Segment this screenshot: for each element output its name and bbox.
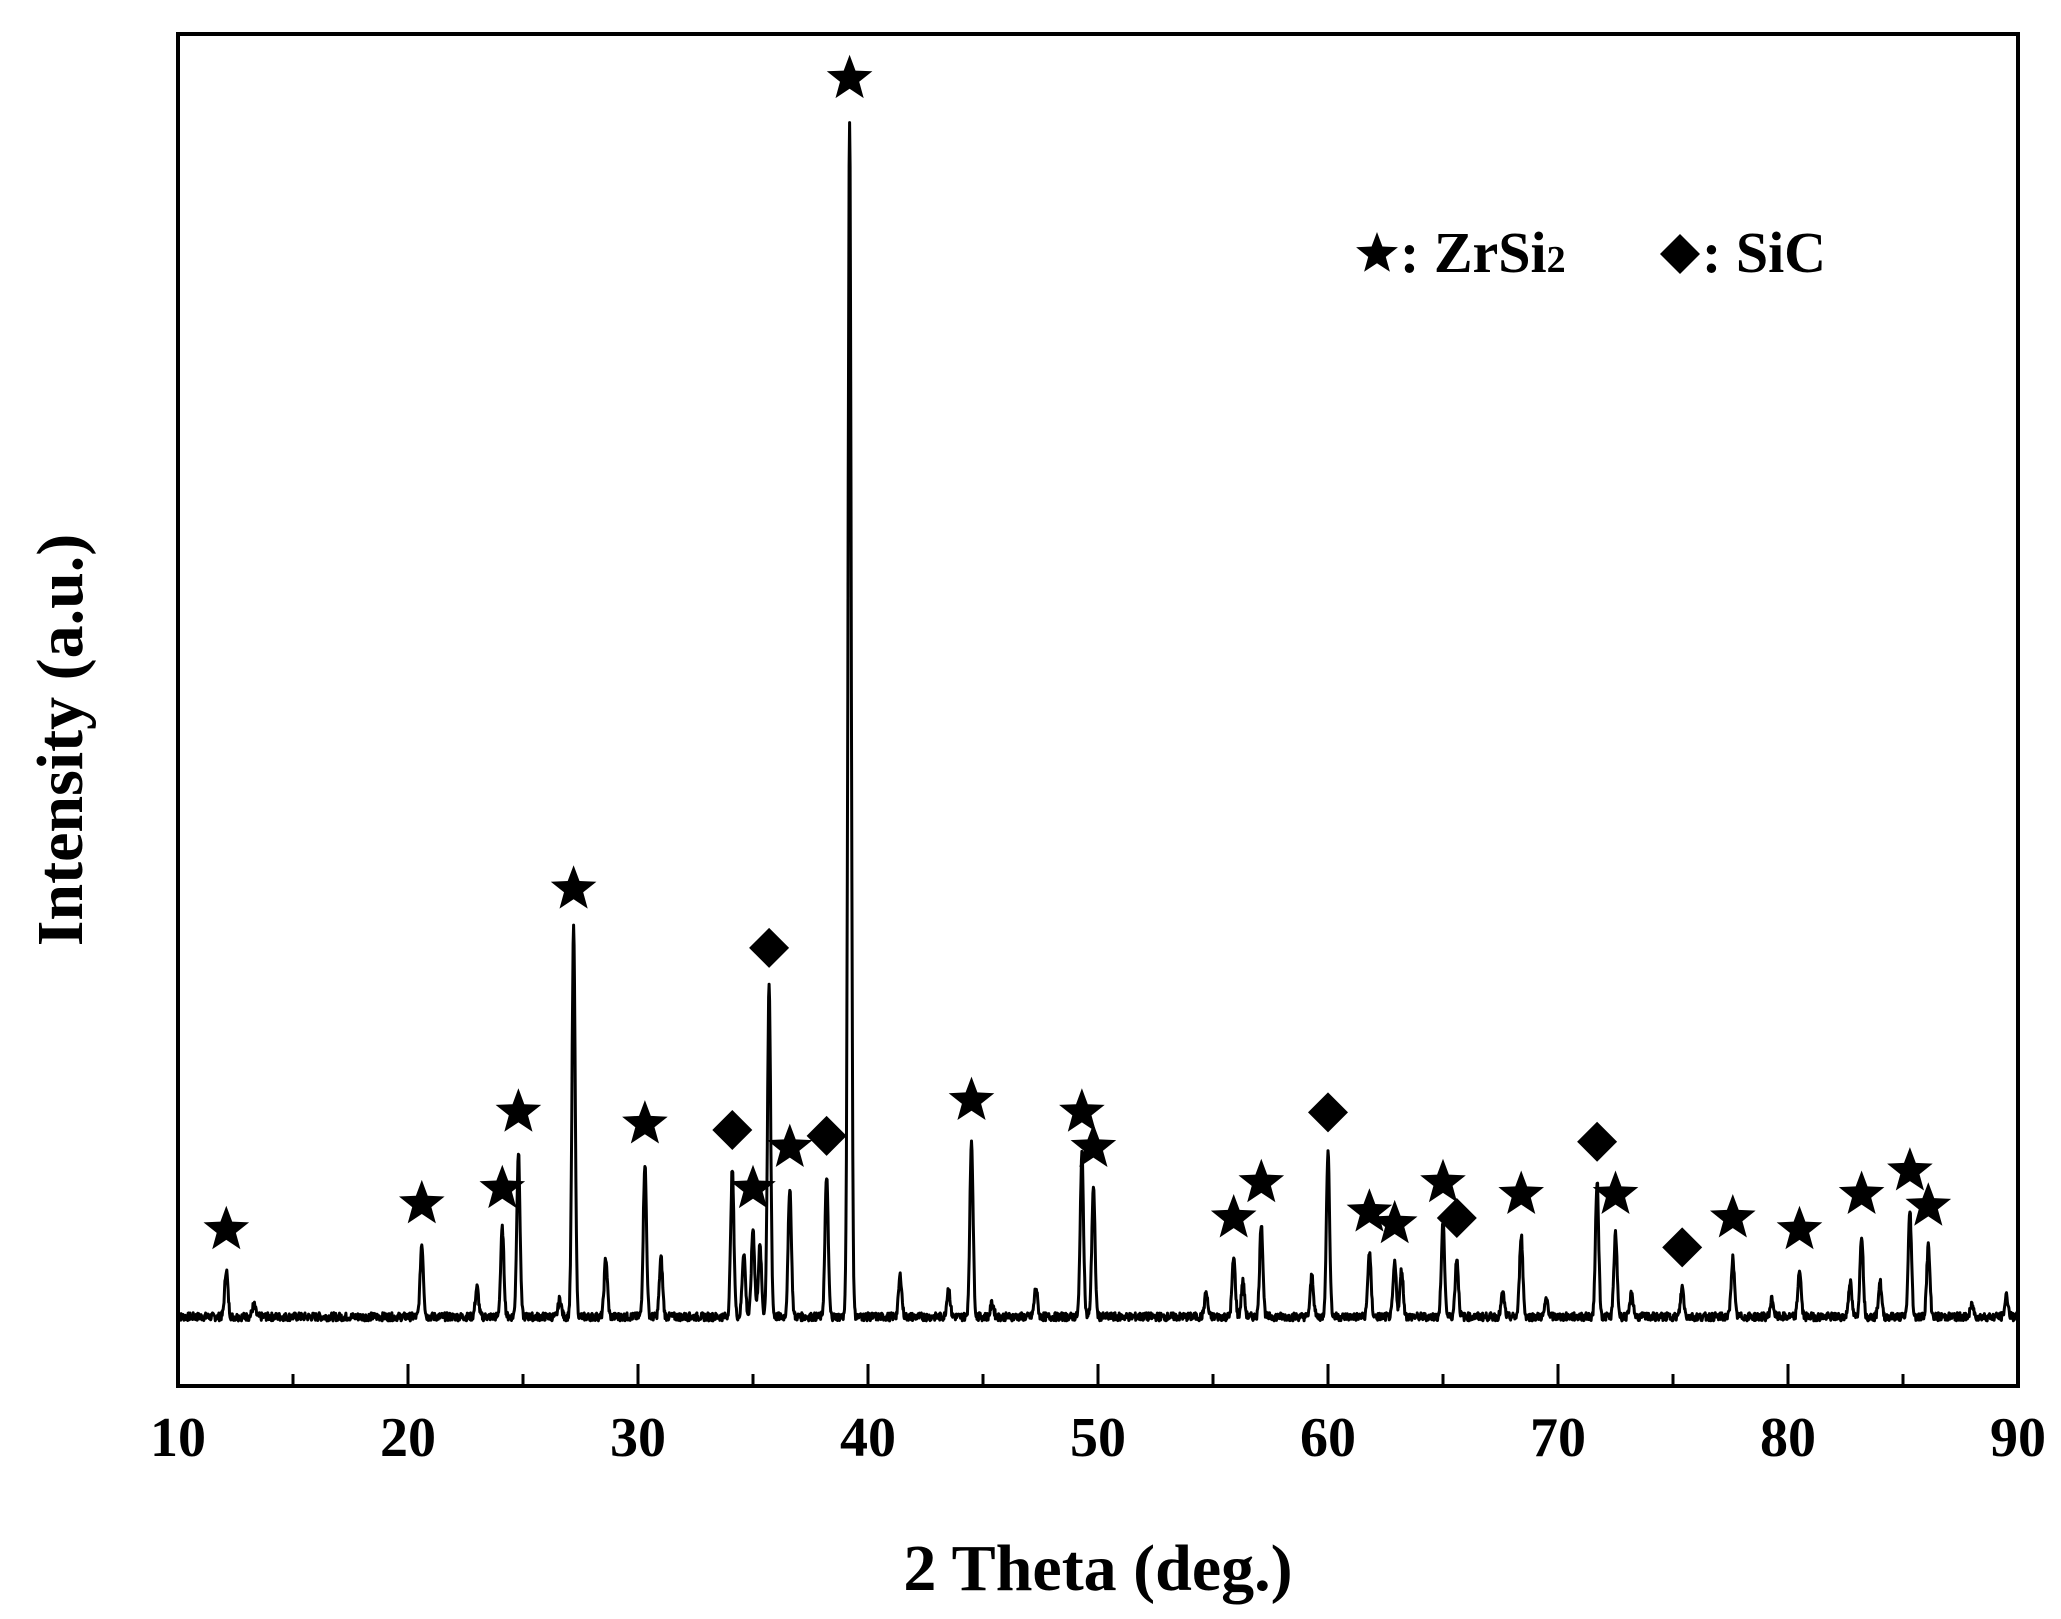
zrsi2-star-marker xyxy=(826,54,873,99)
x-axis-ticks xyxy=(176,1364,2020,1386)
zrsi2-star-marker xyxy=(622,1100,668,1144)
x-tick-label: 40 xyxy=(840,1407,896,1469)
zrsi2-star-marker xyxy=(1238,1158,1285,1203)
legend-sic-label: : SiC xyxy=(1702,220,1826,285)
zrsi2-star-marker xyxy=(479,1164,526,1209)
legend-zrsi2-subscript: 2 xyxy=(1547,239,1566,281)
sic-diamond-marker xyxy=(1577,1121,1618,1162)
zrsi2-star-marker xyxy=(1887,1147,1933,1191)
zrsi2-star-marker xyxy=(730,1164,776,1209)
legend-diamond-icon xyxy=(1660,234,1700,274)
x-tick-label: 60 xyxy=(1300,1407,1356,1469)
x-axis-title: 2 Theta (deg.) xyxy=(903,1532,1292,1605)
zrsi2-star-marker xyxy=(948,1076,995,1120)
zrsi2-star-marker xyxy=(550,865,597,909)
sic-diamond-marker xyxy=(1436,1198,1477,1239)
zrsi2-star-marker xyxy=(1776,1205,1823,1250)
zrsi2-star-marker xyxy=(1592,1170,1639,1214)
peak-markers xyxy=(203,54,1952,1268)
zrsi2-star-marker xyxy=(767,1123,813,1167)
zrsi2-star-marker xyxy=(1070,1123,1117,1167)
legend: : ZrSi2 : SiC xyxy=(1356,220,1826,285)
sic-diamond-marker xyxy=(712,1109,753,1150)
zrsi2-star-marker xyxy=(399,1179,445,1224)
x-tick-label: 90 xyxy=(1990,1407,2046,1469)
zrsi2-star-marker xyxy=(1838,1170,1885,1214)
sic-diamond-marker xyxy=(806,1115,847,1156)
zrsi2-star-marker xyxy=(1710,1194,1756,1238)
x-axis-tick-labels: 10 20 30 40 50 60 70 80 90 xyxy=(150,1407,2046,1469)
zrsi2-star-marker xyxy=(1059,1088,1105,1132)
zrsi2-star-marker xyxy=(1346,1188,1393,1232)
x-tick-label: 30 xyxy=(610,1407,666,1469)
sic-diamond-marker xyxy=(1308,1092,1348,1133)
zrsi2-star-marker xyxy=(1420,1158,1466,1203)
legend-zrsi2-text: : ZrSi xyxy=(1400,220,1547,285)
zrsi2-star-marker xyxy=(1210,1194,1257,1238)
zrsi2-star-marker xyxy=(495,1088,542,1132)
x-tick-label: 70 xyxy=(1530,1407,1586,1469)
zrsi2-star-marker xyxy=(1498,1170,1544,1214)
zrsi2-star-marker xyxy=(1371,1199,1418,1244)
zrsi2-star-marker xyxy=(203,1205,250,1250)
legend-star-icon xyxy=(1356,232,1398,272)
x-tick-label: 20 xyxy=(380,1407,436,1469)
sic-diamond-marker xyxy=(1662,1227,1703,1268)
x-tick-label: 10 xyxy=(150,1407,206,1469)
x-tick-label: 50 xyxy=(1070,1407,1126,1469)
xrd-pattern-line xyxy=(176,121,2020,1323)
sic-diamond-marker xyxy=(749,927,790,968)
legend-zrsi2-label: : ZrSi2 xyxy=(1400,220,1566,285)
x-tick-label: 80 xyxy=(1760,1407,1816,1469)
zrsi2-star-marker xyxy=(1905,1182,1952,1226)
y-axis-title: Intensity (a.u.) xyxy=(24,534,97,947)
